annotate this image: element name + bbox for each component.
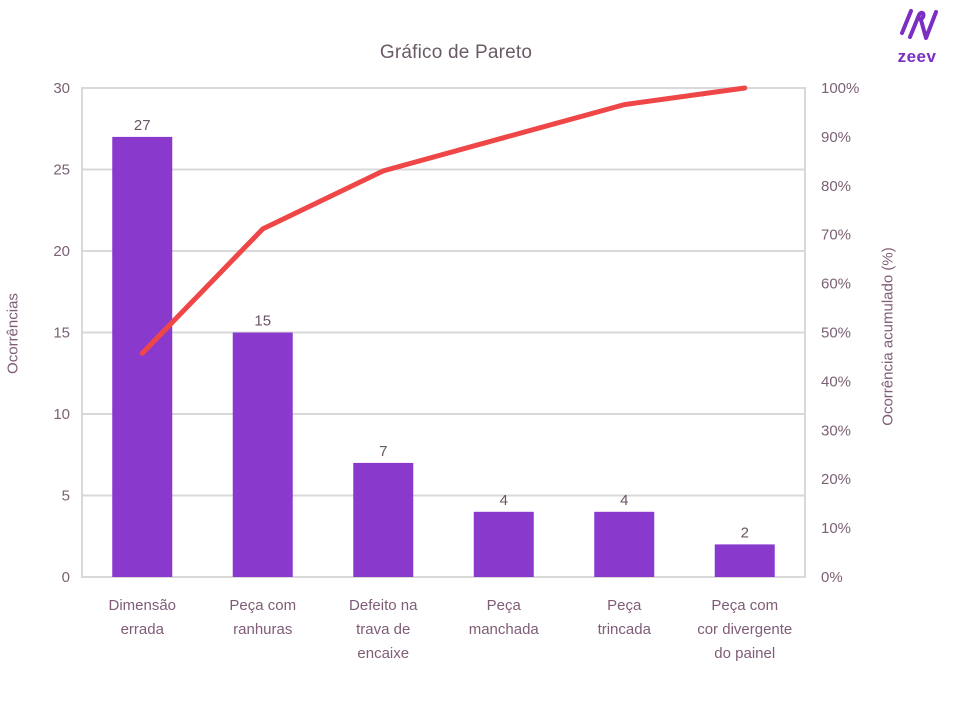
- bar-value-label: 27: [134, 117, 151, 134]
- right-axis-tick: 80%: [821, 178, 851, 195]
- right-axis-tick: 50%: [821, 325, 851, 342]
- right-axis-tick: 90%: [821, 129, 851, 146]
- cumulative-line: [139, 85, 748, 356]
- bar-value-label: 15: [254, 313, 271, 330]
- right-axis-tick: 10%: [821, 520, 851, 537]
- right-axis-title: Ocorrência acumulado (%): [879, 247, 897, 426]
- right-axis-tick: 0%: [821, 569, 843, 586]
- bar-value-label: 4: [620, 492, 628, 509]
- left-axis-tick: 5: [62, 488, 70, 505]
- bar-3: [353, 462, 414, 577]
- left-axis-tick: 25: [53, 162, 70, 179]
- zeev-logo-text: zeev: [897, 47, 937, 66]
- category-label: Defeito na trava de encaixe: [349, 597, 418, 662]
- category-label: Peça manchada: [469, 597, 540, 638]
- bar-4: [473, 511, 534, 577]
- category-label: Dimensão errada: [108, 597, 176, 638]
- left-axis-tick: 30: [53, 80, 70, 97]
- right-axis-tick: 100%: [821, 80, 859, 97]
- bar-5: [594, 511, 655, 577]
- left-axis-tick: 10: [53, 406, 70, 423]
- category-label: Peça trincada: [598, 597, 652, 638]
- left-axis-tick: 20: [53, 243, 70, 260]
- plot-border: [81, 87, 806, 578]
- right-axis-tick: 20%: [821, 471, 851, 488]
- zeev-logo-icon: [900, 9, 938, 40]
- bar-value-label: 7: [379, 443, 387, 460]
- right-axis-tick: 70%: [821, 227, 851, 244]
- bar-value-label: 2: [741, 524, 749, 541]
- zeev-logo: zeev: [891, 4, 943, 67]
- left-axis-title: Ocorrências: [4, 293, 22, 374]
- right-axis-tick: 30%: [821, 422, 851, 439]
- category-label: Peça com ranhuras: [229, 597, 296, 638]
- bar-1: [112, 136, 173, 577]
- right-axis-tick: 60%: [821, 276, 851, 293]
- category-label: Peça com cor divergente do painel: [697, 597, 792, 662]
- right-axis-tick: 40%: [821, 373, 851, 390]
- bar-2: [232, 332, 293, 577]
- bar-6: [714, 544, 775, 577]
- left-axis-tick: 15: [53, 325, 70, 342]
- bar-value-label: 4: [500, 492, 508, 509]
- chart-title: Gráfico de Pareto: [379, 42, 533, 63]
- left-axis-tick: 0: [62, 569, 70, 586]
